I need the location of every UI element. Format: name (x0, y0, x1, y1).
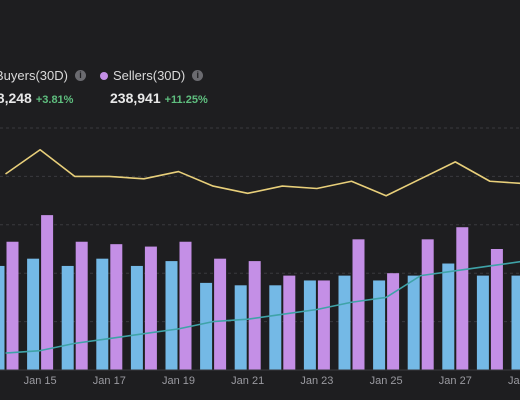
x-tick-label: Jan 19 (162, 375, 195, 387)
buyers-change: +3.81% (35, 94, 74, 106)
yellow-series-line (5, 148, 520, 197)
bar-buyers-jan-22 (269, 285, 282, 370)
buyers-info-icon[interactable]: i (74, 70, 86, 81)
bar-buyers-jan-25 (373, 280, 386, 370)
bar-buyers-jan-18 (130, 265, 143, 370)
bar-buyers-jan-15 (27, 258, 40, 370)
x-tick-label: Jan 23 (300, 375, 333, 387)
teal-series-line (5, 260, 520, 354)
buyers-total: 118,248 (0, 90, 32, 106)
sellers-summary: 238,941 +11.25% (110, 90, 208, 110)
bar-sellers-jan-21 (248, 261, 261, 370)
bar-buyers-jan-16 (61, 265, 74, 370)
bar-buyers-jan-26 (407, 275, 420, 370)
sellers-change: +11.25% (164, 94, 208, 106)
sellers-label: Sellers(30D) (113, 68, 186, 83)
bar-sellers-jan-19 (179, 241, 192, 370)
bar-sellers-jan-17 (110, 244, 123, 370)
bar-sellers-jan-23 (317, 280, 330, 370)
legend: Buyers(30D) i Sellers(30D) i (0, 68, 520, 88)
bar-sellers-jan-24 (352, 239, 365, 370)
bar-sellers-jan-25 (387, 273, 400, 370)
sellers-dot-icon (100, 71, 108, 80)
sellers-total: 238,941 (110, 90, 161, 106)
buyers-label: Buyers(30D) (0, 68, 68, 83)
legend-item-buyers[interactable]: Buyers(30D) i (0, 68, 86, 83)
bar-buyers-jan-27 (442, 263, 455, 370)
bar-buyers-jan-19 (165, 261, 178, 370)
bar-buyers-jan-24 (338, 275, 351, 370)
x-tick-label: Jan 27 (439, 375, 472, 387)
bar-sellers-jan-16 (75, 241, 88, 370)
x-tick-label: Jan 29 (508, 375, 520, 387)
bar-sellers-jan-14 (6, 241, 19, 370)
bar-sellers-jan-15 (41, 215, 54, 370)
bar-buyers-jan-21 (234, 285, 247, 370)
legend-item-sellers[interactable]: Sellers(30D) i (100, 68, 204, 83)
bar-buyers-jan-23 (303, 280, 316, 370)
bar-sellers-jan-27 (456, 227, 469, 370)
bar-buyers-jan-17 (96, 258, 109, 370)
bar-sellers-jan-18 (144, 246, 157, 370)
bar-sellers-jan-28 (490, 249, 503, 370)
bar-sellers-jan-20 (214, 258, 227, 370)
sellers-info-icon[interactable]: i (192, 70, 204, 81)
buyers-summary: 118,248 +3.81% (0, 90, 73, 110)
bar-buyers-jan-20 (200, 282, 213, 370)
x-tick-label: Jan 17 (93, 375, 126, 387)
bar-buyers-jan-29 (511, 275, 520, 370)
bar-sellers-jan-22 (283, 275, 296, 370)
x-tick-label: Jan 15 (24, 375, 57, 387)
x-tick-label: Jan 25 (370, 375, 403, 387)
bar-sellers-jan-26 (421, 239, 434, 370)
x-tick-label: Jan 21 (231, 375, 264, 387)
bar-buyers-jan-28 (476, 275, 489, 370)
bar-buyers-jan-14 (0, 265, 5, 370)
